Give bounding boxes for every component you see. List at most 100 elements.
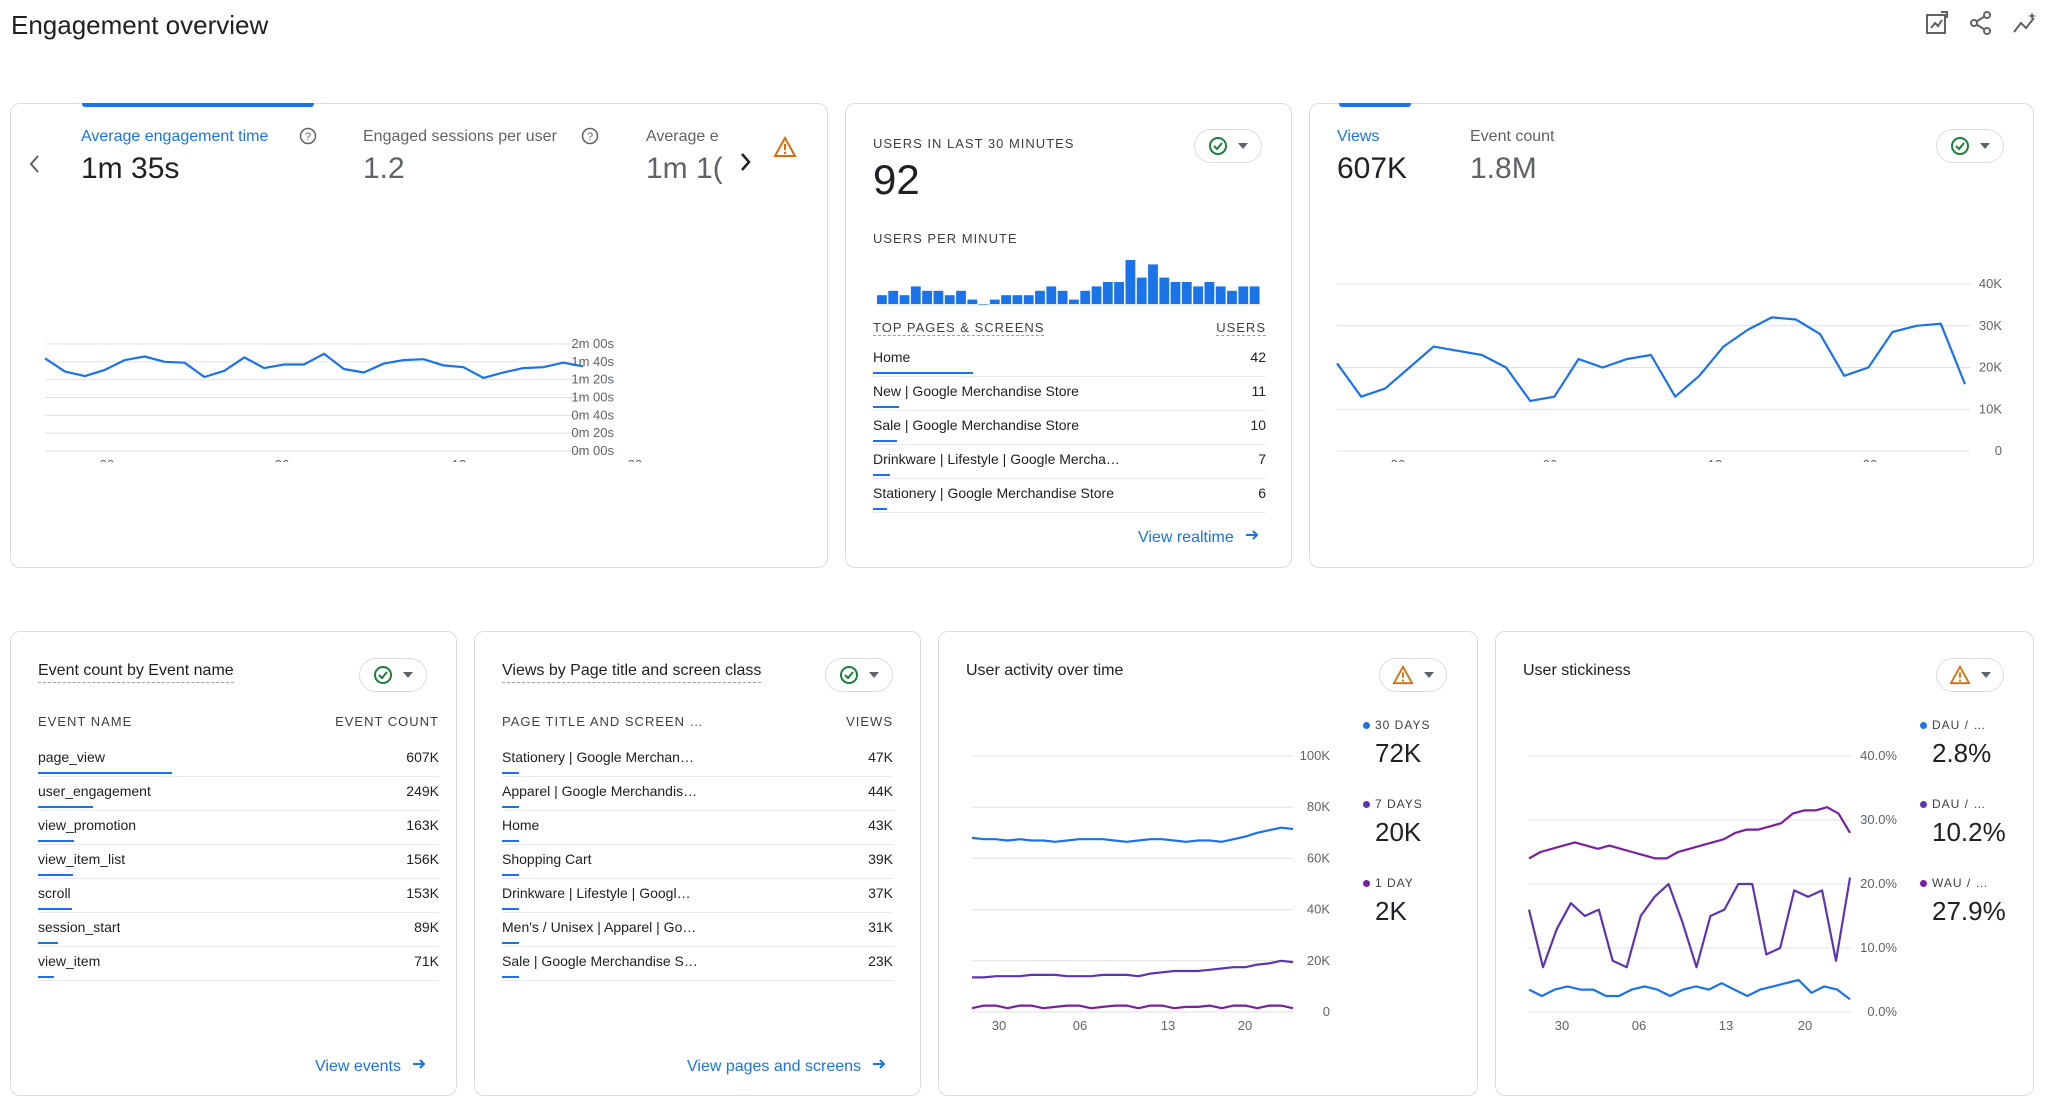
minute-bar — [933, 290, 944, 304]
metric-average-truncated[interactable]: Average e 1m 1( — [646, 128, 729, 198]
status-dropdown[interactable] — [1936, 658, 2004, 692]
table-row[interactable]: view_item_list 156K — [38, 845, 439, 879]
table-row[interactable]: Stationery | Google Merchan… 47K — [502, 743, 893, 777]
legend-dot — [1363, 880, 1370, 887]
table-row[interactable]: scroll 153K — [38, 879, 439, 913]
x-tick-sublabel: Jul — [991, 1032, 1008, 1034]
x-tick-label: 30 — [1391, 457, 1405, 462]
y-tick-label: 0.0% — [1867, 1004, 1897, 1019]
metric-views[interactable]: Views 607K — [1337, 128, 1457, 198]
metric-label: Average e — [646, 128, 719, 145]
column-header-value: EVENT COUNT — [335, 714, 439, 729]
svg-text:?: ? — [587, 131, 593, 143]
minute-bar — [888, 290, 899, 304]
status-dropdown[interactable] — [359, 658, 427, 692]
x-tick-label: 20 — [1863, 457, 1877, 462]
table-row[interactable]: view_item 71K — [38, 947, 439, 981]
table-row[interactable]: Home 43K — [502, 811, 893, 845]
row-name: Drinkware | Lifestyle | Google Mercha… — [873, 451, 1120, 467]
table-row[interactable]: Home 42 — [873, 343, 1266, 377]
table-row[interactable]: New | Google Merchandise Store 11 — [873, 377, 1266, 411]
y-tick-label: 40K — [1979, 276, 2002, 291]
view-realtime-link[interactable]: View realtime — [1138, 527, 1260, 548]
minute-bar — [1001, 295, 1011, 304]
users-per-minute-label: USERS PER MINUTE — [873, 231, 1018, 246]
series-line-1 — [1528, 978, 1851, 1001]
row-name: Shopping Cart — [502, 851, 592, 867]
table-row[interactable]: Apparel | Google Merchandis… 44K — [502, 777, 893, 811]
legend-value: 2K — [1375, 896, 1407, 926]
metric-event-count[interactable]: Event count 1.8M — [1470, 128, 1610, 198]
row-share-bar — [38, 874, 73, 876]
legend-label: 30 DAYS — [1363, 718, 1463, 732]
table-row[interactable]: session_start 89K — [38, 913, 439, 947]
row-name: New | Google Merchandise Store — [873, 383, 1079, 399]
row-value: 10 — [1250, 417, 1266, 433]
user-stickiness-card: User stickiness 40.0% 30.0% 20.0% 10.0% 0.0%… — [1495, 631, 2034, 1096]
table-row[interactable]: Men's / Unisex | Apparel | Go… 31K — [502, 913, 893, 947]
y-tick-label: 80K — [1307, 799, 1330, 814]
card-title: User activity over time — [966, 662, 1124, 679]
status-dropdown[interactable] — [825, 658, 893, 692]
card-title[interactable]: Views by Page title and screen class — [502, 662, 762, 683]
legend-label-text: WAU / … — [1932, 876, 1989, 890]
table-row[interactable]: Sale | Google Merchandise S… 23K — [502, 947, 893, 981]
minute-bar — [989, 299, 1000, 304]
view-events-link[interactable]: View events — [315, 1056, 427, 1077]
series-line-2 — [972, 959, 1294, 979]
minute-bar — [1069, 299, 1079, 304]
page-title: Engagement overview — [11, 10, 269, 40]
row-share-bar — [38, 840, 75, 842]
x-tick-label: 13 — [1161, 1018, 1175, 1033]
customize-report-icon[interactable] — [1924, 10, 1950, 36]
status-dropdown[interactable] — [1936, 129, 2004, 163]
legend-dot — [1920, 801, 1927, 808]
x-tick-label: 30 — [1555, 1018, 1569, 1033]
table-row[interactable]: Stationery | Google Merchandise Store 6 — [873, 479, 1266, 513]
help-icon[interactable]: ? — [581, 127, 599, 150]
table-row[interactable]: user_engagement 249K — [38, 777, 439, 811]
table-row[interactable]: page_view 607K — [38, 743, 439, 777]
row-value: 249K — [406, 783, 439, 799]
series-line-3 — [1528, 806, 1851, 860]
table-row[interactable]: Sale | Google Merchandise Store 10 — [873, 411, 1266, 445]
chevron-down-icon — [1981, 672, 1991, 678]
status-dropdown[interactable] — [1379, 658, 1447, 692]
minute-bar — [1012, 295, 1023, 304]
help-icon[interactable]: ? — [299, 127, 317, 150]
row-value: 44K — [868, 783, 893, 799]
row-value: 42 — [1250, 349, 1266, 365]
minute-bar — [1249, 286, 1260, 304]
table-row[interactable]: Shopping Cart 39K — [502, 845, 893, 879]
share-icon[interactable] — [1968, 10, 1994, 36]
minute-bar — [1238, 286, 1249, 304]
status-dropdown[interactable] — [1194, 129, 1262, 163]
metric-average-engagement-time[interactable]: Average engagement time ? 1m 35s — [81, 127, 321, 198]
row-share-bar — [38, 908, 72, 910]
view-pages-and-screens-link[interactable]: View pages and screens — [687, 1056, 887, 1077]
minute-bar — [1046, 286, 1057, 304]
y-tick-label: 10K — [1979, 401, 2002, 416]
y-tick-label: 1m 00s — [571, 390, 614, 405]
warning-icon[interactable] — [773, 135, 797, 163]
card-title[interactable]: Event count by Event name — [38, 662, 234, 683]
insights-icon[interactable] — [2012, 10, 2038, 36]
y-tick-label: 0 — [1995, 443, 2002, 458]
table-row[interactable]: Drinkware | Lifestyle | Google Mercha… 7 — [873, 445, 1266, 479]
carousel-next-button[interactable] — [735, 150, 755, 174]
minute-bar — [877, 295, 887, 304]
column-header-users: USERS — [1216, 320, 1266, 336]
row-share-bar — [38, 806, 93, 808]
row-name: scroll — [38, 885, 71, 901]
active-metric-indicator — [82, 103, 314, 107]
y-tick-label: 20.0% — [1860, 876, 1897, 891]
minute-bar — [1023, 295, 1034, 304]
carousel-prev-button[interactable] — [25, 152, 45, 176]
x-tick-label: 06 — [1543, 457, 1557, 462]
minute-bar — [944, 295, 955, 304]
row-share-bar — [502, 874, 519, 876]
metric-engaged-sessions-per-user[interactable]: Engaged sessions per user ? 1.2 — [363, 127, 603, 198]
x-tick-label: 13 — [1719, 1018, 1733, 1033]
table-row[interactable]: view_promotion 163K — [38, 811, 439, 845]
table-row[interactable]: Drinkware | Lifestyle | Googl… 37K — [502, 879, 893, 913]
